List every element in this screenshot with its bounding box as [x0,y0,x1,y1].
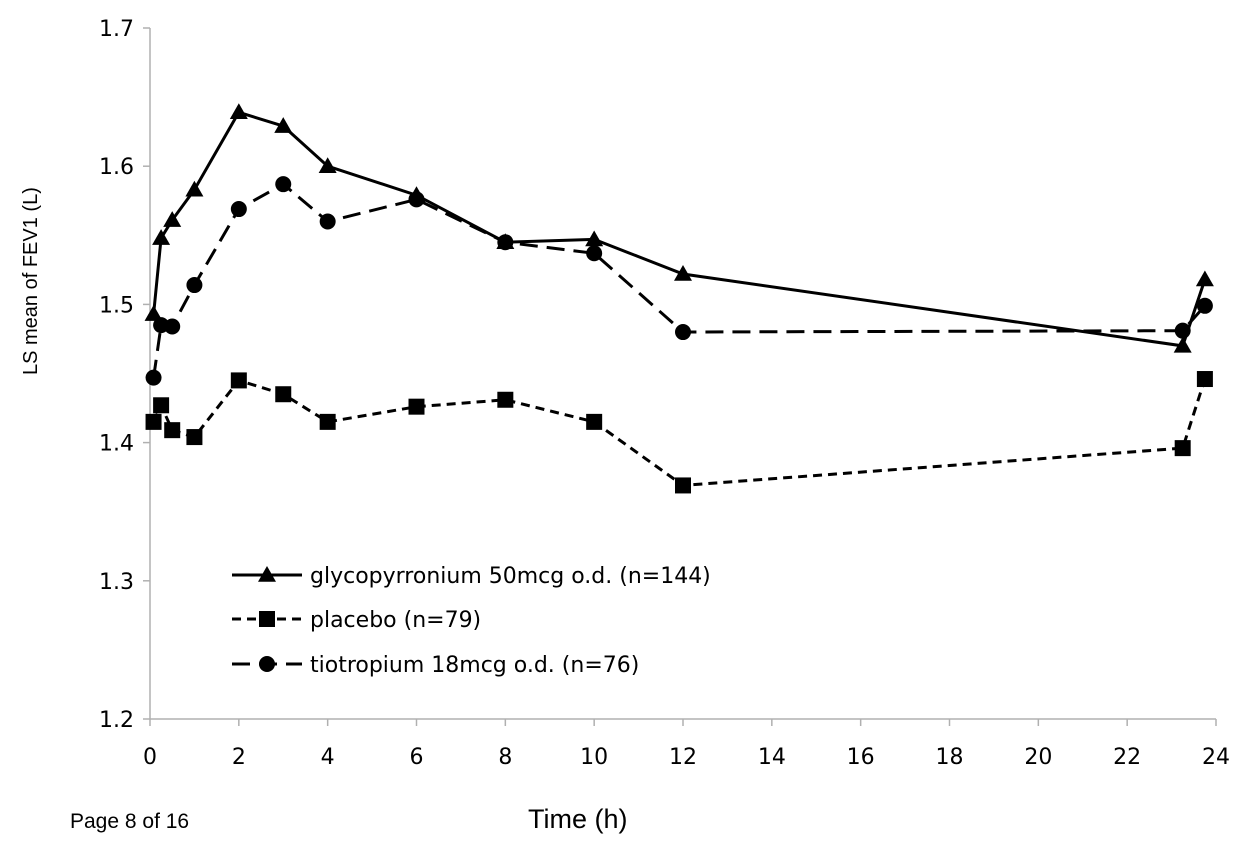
data-point [274,117,293,133]
y-tick-label: 1.5 [99,293,134,318]
data-point [675,477,691,494]
x-tick-label: 4 [321,745,335,770]
x-tick-label: 18 [936,745,964,770]
legend-entry: glycopyrronium 50mcg o.d. (n=144) [232,564,711,589]
series-circle [145,176,1213,386]
y-tick-label: 1.4 [99,432,134,457]
legend-marker [258,566,276,582]
x-tick-label: 0 [143,745,157,770]
x-tick-label: 22 [1113,745,1141,770]
x-tick-label: 8 [498,745,512,770]
data-point [1195,270,1214,287]
data-point [674,264,692,281]
data-point [319,213,336,230]
data-point [497,391,514,408]
x-tick-label: 10 [580,745,608,770]
y-tick-label: 1.3 [99,570,134,595]
y-tick-label: 1.7 [99,17,134,42]
data-point [230,201,247,218]
series-line [152,110,1207,348]
axes: 1.21.31.41.51.61.70 2 4 6 8 10 12 14 16 18 20 22 24 [99,17,1230,770]
series-triangle [144,103,1214,353]
data-point [152,229,171,245]
data-point [497,234,514,251]
legend-marker [259,656,275,672]
data-point [164,318,181,335]
data-point [1174,322,1191,339]
x-axis-label: Time (h) [528,804,628,834]
data-point [163,211,182,227]
data-point [164,422,181,439]
data-point [1173,336,1192,353]
data-point [318,157,337,173]
y-tick-label: 1.6 [99,155,134,180]
legend-entry: placebo (n=79) [232,608,481,633]
legend-entry: tiotropium 18mcg o.d. (n=76) [232,653,639,678]
series-square [145,371,1213,494]
data-point [1196,297,1213,314]
series-line [152,182,1207,378]
legend-label: placebo (n=79) [310,608,481,633]
x-tick-label: 12 [669,745,697,770]
data-point [186,429,203,446]
data-point [586,245,603,262]
data-point [675,324,691,341]
data-point [1174,440,1191,457]
y-tick-label: 1.2 [99,708,134,733]
data-point [275,176,292,193]
data-point [586,413,603,430]
page-footer: Page 8 of 16 [70,810,190,833]
data-point [275,386,292,403]
x-tick-label: 20 [1024,745,1052,770]
legend-label: tiotropium 18mcg o.d. (n=76) [310,653,639,678]
data-point [319,413,336,430]
data-point [144,305,163,321]
x-tick-label: 2 [232,745,246,770]
data-point [408,398,425,415]
x-tick-label: 6 [410,745,424,770]
data-point [229,103,248,120]
y-axis-label: LS mean of FEV1 (L) [20,187,42,375]
data-point [153,397,170,414]
series-layer [144,103,1214,494]
x-tick-label: 16 [847,745,875,770]
series-line [152,378,1207,487]
data-point [145,369,162,386]
data-point [145,413,162,430]
data-point [185,180,204,197]
data-point [585,230,604,247]
legend: glycopyrronium 50mcg o.d. (n=144) placebo… [232,564,711,678]
x-tick-label: 14 [758,745,786,770]
data-point [230,372,247,389]
legend-marker [259,611,275,627]
data-point [408,191,425,208]
legend-label: glycopyrronium 50mcg o.d. (n=144) [310,564,711,589]
data-point [186,277,203,294]
x-tick-label: 24 [1202,745,1230,770]
data-point [1196,371,1213,388]
